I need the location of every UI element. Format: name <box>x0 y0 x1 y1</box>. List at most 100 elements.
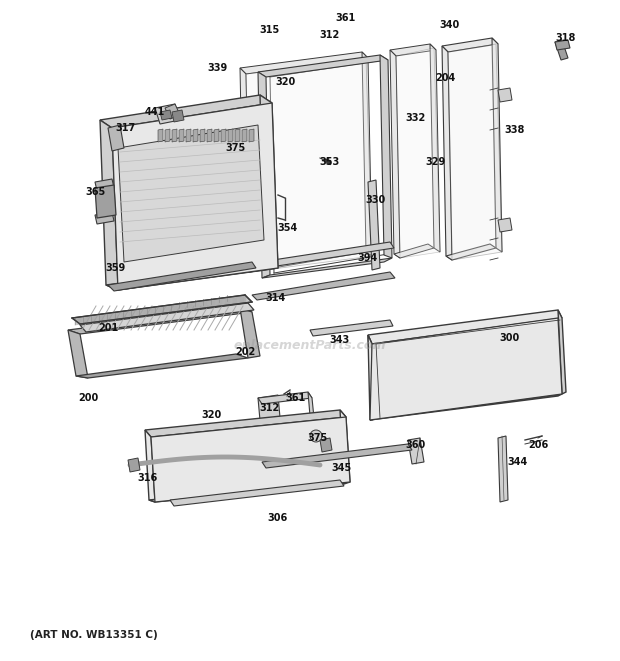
Polygon shape <box>308 392 316 440</box>
Polygon shape <box>68 330 88 378</box>
Polygon shape <box>249 129 254 142</box>
Polygon shape <box>228 129 233 142</box>
Polygon shape <box>158 129 163 142</box>
Polygon shape <box>370 318 562 420</box>
Polygon shape <box>555 40 568 60</box>
Text: 338: 338 <box>505 125 525 135</box>
Circle shape <box>310 430 322 442</box>
Text: 394: 394 <box>358 253 378 263</box>
Polygon shape <box>155 104 180 124</box>
Polygon shape <box>310 320 393 336</box>
Text: 360: 360 <box>405 440 425 450</box>
Polygon shape <box>95 212 114 224</box>
Polygon shape <box>390 44 436 56</box>
Polygon shape <box>258 55 388 77</box>
Polygon shape <box>76 354 248 378</box>
Polygon shape <box>340 410 350 484</box>
Polygon shape <box>448 44 502 260</box>
Polygon shape <box>498 88 512 102</box>
Text: 320: 320 <box>202 410 222 420</box>
Text: 316: 316 <box>138 473 158 483</box>
Polygon shape <box>258 72 270 278</box>
Polygon shape <box>244 248 366 272</box>
Text: 354: 354 <box>278 223 298 233</box>
Polygon shape <box>498 218 512 232</box>
Polygon shape <box>95 179 114 191</box>
Polygon shape <box>320 438 332 452</box>
Text: 365: 365 <box>85 187 105 197</box>
Polygon shape <box>221 129 226 142</box>
Polygon shape <box>100 95 272 128</box>
Text: 315: 315 <box>260 25 280 35</box>
Text: 343: 343 <box>330 335 350 345</box>
Polygon shape <box>252 272 395 300</box>
Polygon shape <box>95 185 116 218</box>
Text: 332: 332 <box>405 113 425 123</box>
Text: 314: 314 <box>265 293 285 303</box>
Polygon shape <box>72 295 252 324</box>
Polygon shape <box>368 310 562 344</box>
Polygon shape <box>68 308 252 334</box>
Text: 344: 344 <box>508 457 528 467</box>
Text: 375: 375 <box>308 433 328 443</box>
Polygon shape <box>172 110 184 122</box>
Polygon shape <box>258 395 282 443</box>
Polygon shape <box>446 244 496 260</box>
Polygon shape <box>368 335 376 420</box>
Polygon shape <box>260 242 394 268</box>
Polygon shape <box>240 52 368 74</box>
Polygon shape <box>165 104 180 119</box>
Polygon shape <box>442 46 452 260</box>
Polygon shape <box>165 129 170 142</box>
Polygon shape <box>498 436 508 502</box>
Text: 206: 206 <box>528 440 548 450</box>
Text: 200: 200 <box>78 393 98 403</box>
Polygon shape <box>108 125 124 151</box>
Text: 353: 353 <box>320 157 340 167</box>
Polygon shape <box>193 129 198 142</box>
Text: 312: 312 <box>260 403 280 413</box>
Polygon shape <box>368 180 380 270</box>
Text: 345: 345 <box>332 463 352 473</box>
Text: 317: 317 <box>115 123 135 133</box>
Text: 441: 441 <box>145 107 165 117</box>
Text: 306: 306 <box>268 513 288 523</box>
Polygon shape <box>200 129 205 142</box>
Polygon shape <box>408 438 424 464</box>
Polygon shape <box>368 335 376 420</box>
Polygon shape <box>240 308 260 358</box>
Polygon shape <box>442 38 498 52</box>
Polygon shape <box>390 50 400 258</box>
Polygon shape <box>240 68 250 272</box>
Text: 202: 202 <box>235 347 255 357</box>
Polygon shape <box>170 480 344 506</box>
Text: 204: 204 <box>435 73 455 83</box>
Polygon shape <box>149 480 344 502</box>
Polygon shape <box>492 38 502 252</box>
Text: 359: 359 <box>105 263 125 273</box>
Text: (ART NO. WB13351 C): (ART NO. WB13351 C) <box>30 630 157 640</box>
Polygon shape <box>380 55 392 258</box>
Text: 375: 375 <box>225 143 245 153</box>
Text: 340: 340 <box>440 20 460 30</box>
Text: 330: 330 <box>365 195 385 205</box>
Polygon shape <box>370 394 562 420</box>
Polygon shape <box>106 265 265 290</box>
Polygon shape <box>235 129 240 142</box>
Polygon shape <box>112 103 278 290</box>
Polygon shape <box>362 52 372 256</box>
Polygon shape <box>260 95 278 270</box>
Polygon shape <box>430 44 440 252</box>
Text: 339: 339 <box>208 63 228 73</box>
Text: 329: 329 <box>425 157 445 167</box>
Text: 320: 320 <box>275 77 295 87</box>
Polygon shape <box>262 432 316 444</box>
Polygon shape <box>145 410 346 437</box>
Polygon shape <box>160 110 172 120</box>
Polygon shape <box>100 120 118 290</box>
Polygon shape <box>246 58 372 272</box>
Text: 201: 201 <box>98 323 118 333</box>
Text: 361: 361 <box>335 13 355 23</box>
Polygon shape <box>172 129 177 142</box>
Polygon shape <box>145 430 155 502</box>
